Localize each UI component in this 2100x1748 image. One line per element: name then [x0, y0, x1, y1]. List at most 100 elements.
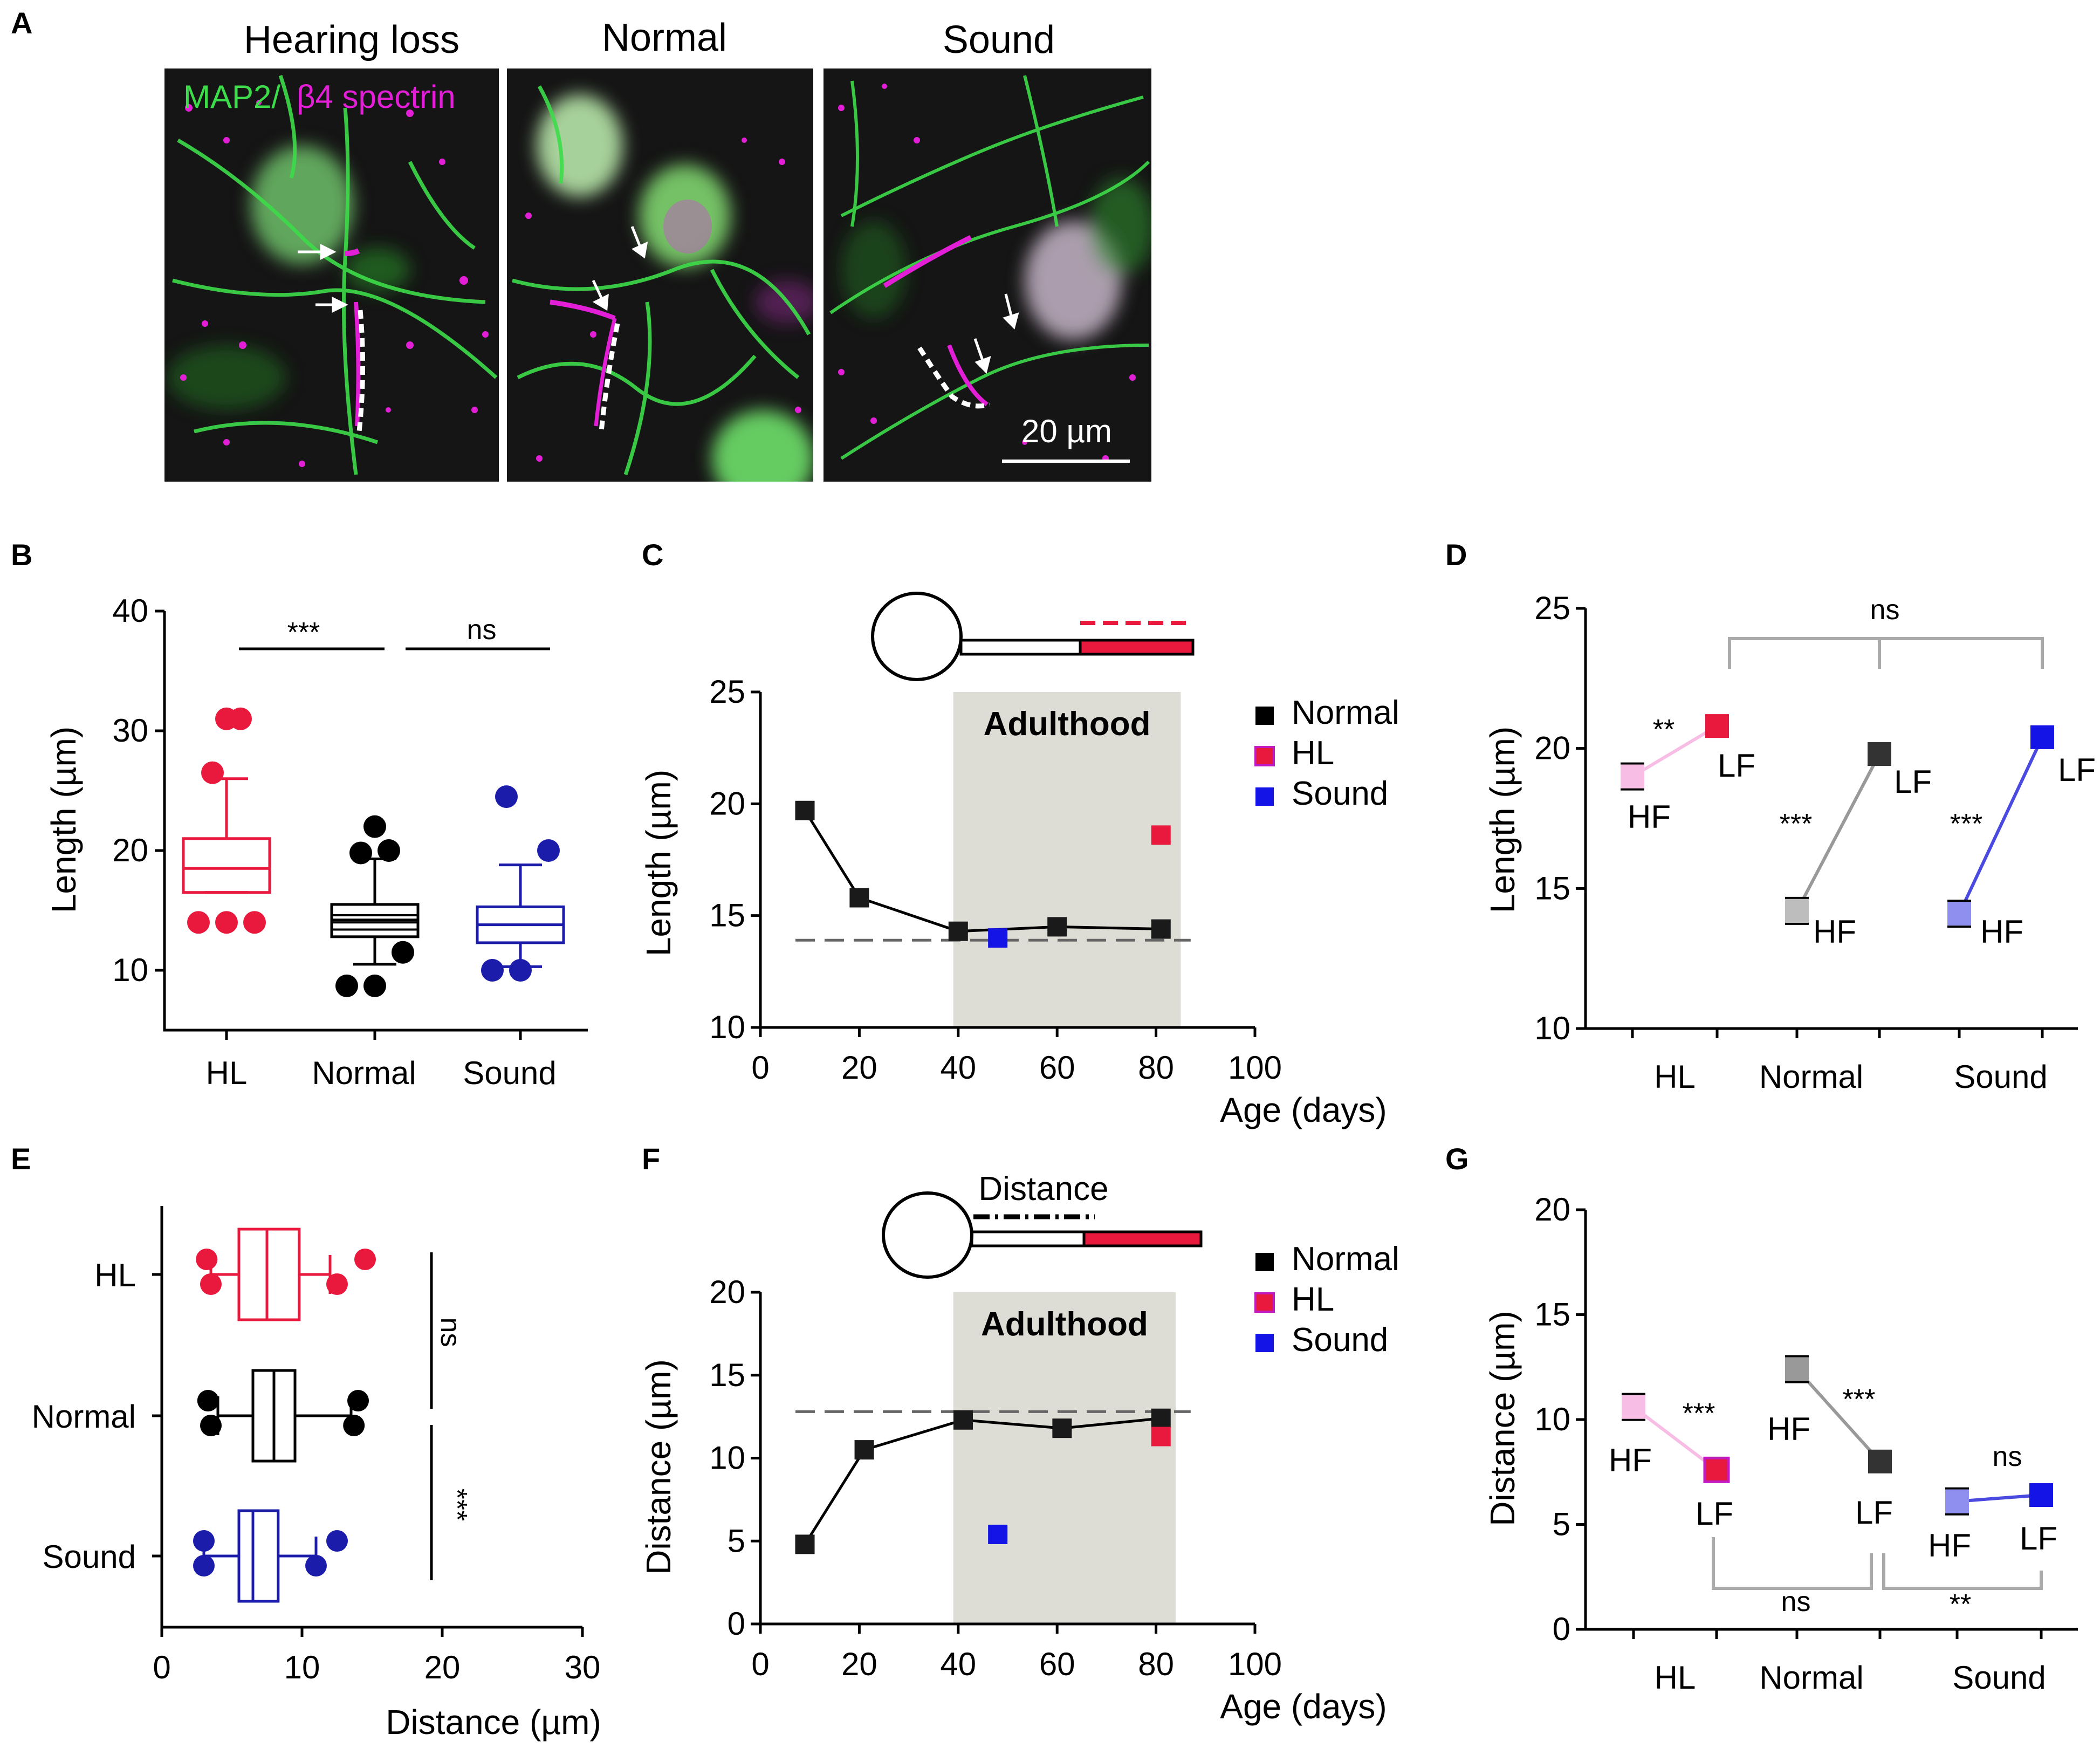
y-tick-label: 30	[112, 712, 148, 749]
x-tick-label: 0	[153, 1649, 170, 1685]
point-normal	[1052, 1418, 1072, 1438]
x-tick-label: HL	[1655, 1660, 1696, 1696]
micrograph-title-hearing-loss: Hearing loss	[244, 18, 459, 61]
y-tick-label: 10	[1534, 1010, 1570, 1046]
outlier-point	[392, 941, 414, 964]
x-tick-label: Sound	[1954, 1059, 2048, 1095]
y-tick-label: 0	[728, 1606, 745, 1642]
pair-line	[1795, 1368, 1882, 1463]
panel-letter-b: B	[11, 538, 32, 572]
point-label-hf: HF	[1609, 1442, 1652, 1478]
legend-marker	[1255, 1253, 1274, 1271]
micrograph-title-sound: Sound	[943, 18, 1055, 61]
point-label-hf: HF	[1767, 1411, 1810, 1447]
panel-letter-d: D	[1445, 538, 1467, 572]
axes	[1584, 1210, 2078, 1631]
point-hf	[1785, 1357, 1809, 1381]
y-tick-label: 10	[709, 1440, 745, 1476]
y-tick-label: 15	[709, 897, 745, 934]
stain-label-beta4-spectrin: β4 spectrin	[297, 79, 456, 115]
point-normal	[854, 1440, 874, 1460]
y-axis-label: Length (µm)	[639, 770, 678, 956]
x-tick-label: 20	[841, 1646, 877, 1682]
adulthood-label: Adulthood	[981, 1306, 1148, 1343]
adulthood-label: Adulthood	[984, 705, 1151, 743]
point-normal	[1151, 1408, 1171, 1428]
outlier-point	[509, 959, 532, 982]
point-normal	[1151, 919, 1171, 939]
sig-label: ***	[1683, 1398, 1715, 1429]
x-tick-label: 80	[1138, 1050, 1174, 1086]
x-tick-label: Normal	[1759, 1059, 1863, 1095]
point-label-hf: HF	[1813, 914, 1856, 950]
y-tick-label: 15	[1534, 870, 1570, 906]
sig-label: ns	[1870, 594, 1900, 626]
x-tick-label: 100	[1228, 1646, 1282, 1682]
x-axis-label: Age (days)	[1220, 1687, 1387, 1726]
box	[237, 1228, 301, 1321]
schematic-distance: Distance	[882, 1170, 1203, 1279]
sig-label: ***	[1950, 808, 1983, 840]
x-tick-label: Normal	[312, 1055, 416, 1091]
legend-label-sound: Sound	[1292, 775, 1388, 812]
x-tick-label: 20	[841, 1050, 877, 1086]
chart-panel-c: Adulthood 10 15 20 25 0 20 40 60 80 100 Length (µm)…	[639, 674, 1399, 1129]
x-tick-label: Sound	[1952, 1660, 2046, 1696]
x-tick-label: HL	[1654, 1059, 1696, 1095]
y-tick-label: 25	[709, 674, 745, 710]
micrograph-sound	[823, 68, 1151, 482]
point-label-hf: HF	[1980, 914, 2023, 950]
point-label-lf: LF	[1696, 1496, 1733, 1532]
sig-label: ***	[1843, 1384, 1876, 1415]
y-tick-label: 15	[709, 1357, 745, 1393]
chart-panel-e: 0 10 20 30 Distance (µm) HL Normal Sound ns ***	[32, 1206, 601, 1742]
sig-label: ns	[1993, 1441, 2022, 1472]
sig-bracket	[1712, 1537, 1873, 1590]
panel-letter-f: F	[642, 1142, 660, 1176]
y-tick-label: 15	[1534, 1297, 1570, 1333]
y-tick-label: 5	[1553, 1506, 1570, 1543]
point-label-lf: LF	[1855, 1495, 1893, 1531]
outlier-point	[347, 1390, 369, 1411]
outlier-point	[335, 974, 358, 997]
legend-marker	[1255, 1334, 1274, 1352]
pair-line	[1957, 1493, 2042, 1503]
legend-label-hl: HL	[1292, 735, 1334, 772]
legend-label-normal: Normal	[1292, 1240, 1399, 1278]
outlier-point	[326, 1530, 348, 1552]
point-lf	[1703, 1456, 1730, 1483]
x-tick-label: 10	[284, 1649, 320, 1685]
chart-panel-f: Adulthood 0 5 10 15 20 0 20 40 60 80 100 Distance (µ…	[639, 1240, 1399, 1726]
legend-marker	[1254, 1292, 1275, 1313]
outlier-point	[215, 707, 238, 730]
outlier-point	[193, 1555, 215, 1576]
sig-label: ns	[467, 614, 497, 646]
y-tick-label: 25	[1534, 590, 1570, 626]
outlier-point	[354, 1249, 376, 1270]
point-lf	[2029, 1483, 2053, 1507]
pair-line	[1632, 1406, 1718, 1471]
sig-bracket	[1882, 1553, 2043, 1590]
stain-label-map2: MAP2/	[183, 79, 280, 115]
y-tick-label: 0	[1553, 1611, 1570, 1647]
y-tick-label: 10	[112, 952, 148, 988]
y-axis-label: Length (µm)	[1483, 726, 1522, 913]
outlier-point	[243, 911, 266, 934]
schematic-length	[871, 592, 1195, 681]
outlier-point	[481, 959, 504, 982]
panel-letter-c: C	[642, 538, 663, 572]
outlier-point	[215, 911, 238, 934]
outlier-point	[201, 761, 224, 784]
point-normal	[953, 1410, 973, 1430]
outlier-point	[326, 1273, 348, 1295]
point-normal	[795, 1534, 815, 1554]
sig-label: ns	[1781, 1586, 1811, 1617]
panel-letter-e: E	[11, 1142, 31, 1176]
x-tick-label: HL	[206, 1055, 248, 1091]
sig-bracket	[1728, 637, 2044, 669]
x-tick-label: Normal	[1759, 1660, 1863, 1696]
chart-panel-d: 10 15 20 25 HL Normal Sound HF LF ** HF LF *** HF LF **…	[1483, 590, 2096, 1095]
outlier-point	[537, 839, 560, 862]
point-lf	[2030, 725, 2054, 749]
